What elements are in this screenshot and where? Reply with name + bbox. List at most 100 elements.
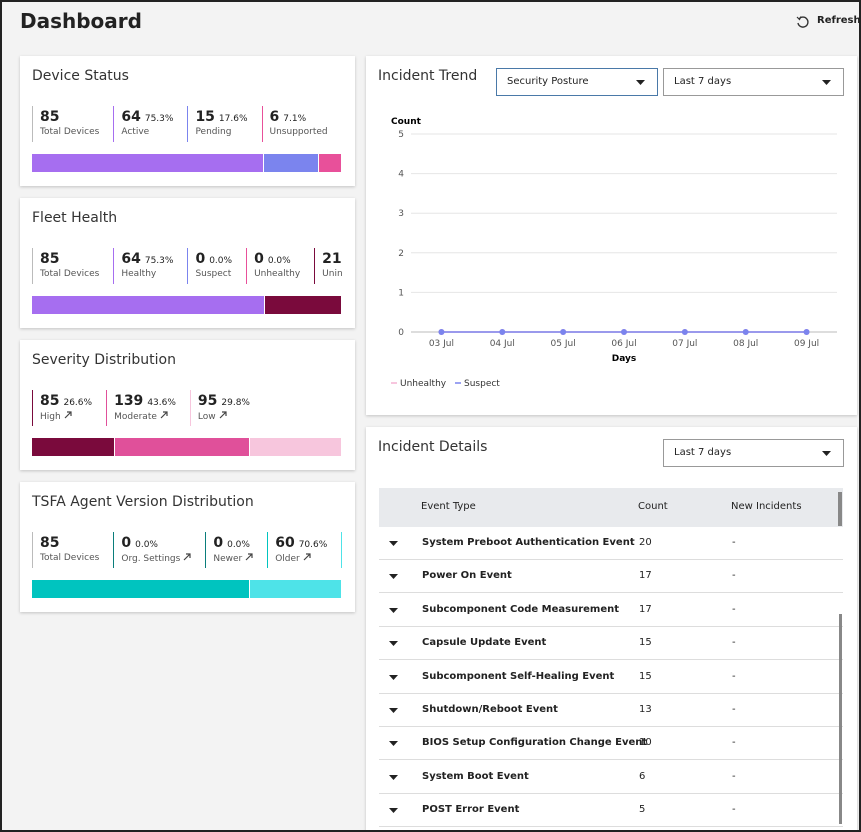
stat: 0 0.0% Org. Settings xyxy=(113,532,205,568)
scrollbar-top xyxy=(838,492,842,526)
expand-caret[interactable] xyxy=(389,674,398,681)
refresh-button[interactable]: Refresh xyxy=(817,15,861,26)
stacked-bar xyxy=(32,438,341,456)
y-tick-label: 1 xyxy=(398,288,404,298)
bar-segment xyxy=(264,296,341,314)
arrow-shape xyxy=(219,411,227,419)
stat: 139 43.6% Moderate xyxy=(106,390,190,426)
stat-label: Suspect xyxy=(195,269,232,279)
stats-row: 85 Total Devices 0 0.0% Org. Settings 0 0.0% Ne… xyxy=(32,532,342,568)
filter-dropdown[interactable]: Last 7 days xyxy=(663,68,844,96)
stat-value: 60 xyxy=(275,535,295,551)
x-tick-label: 07 Jul xyxy=(672,339,697,349)
card-title: TSFA Agent Version Distribution xyxy=(32,494,254,510)
stat-label[interactable]: Older xyxy=(275,553,327,564)
stacked-bar xyxy=(32,154,341,172)
stat-label[interactable]: Newer xyxy=(213,553,253,564)
series-point xyxy=(621,329,627,335)
table-row: POST Error Event 5 - xyxy=(379,794,843,828)
table-cell: Shutdown/Reboot Event xyxy=(422,704,558,715)
expand-caret[interactable] xyxy=(389,741,398,747)
stat-percent: 29.8% xyxy=(221,398,250,408)
table-cell: 17 xyxy=(639,603,652,615)
filter-dropdown[interactable]: Security Posture xyxy=(496,68,658,96)
table-row: BIOS Setup Configuration Change Event 10 - xyxy=(379,727,843,761)
expand-caret[interactable] xyxy=(389,607,398,614)
table-row: Capsule Update Event 15 - xyxy=(379,627,843,661)
stat-total: 85 Total Devices xyxy=(32,106,113,142)
stat-value: 95 xyxy=(197,393,218,409)
table-cell: 20 xyxy=(639,537,652,548)
link-arrow xyxy=(64,411,72,419)
table-cell: 15 xyxy=(639,670,652,682)
bar-segment xyxy=(32,154,264,172)
table-cell: System Preboot Authentication Event xyxy=(422,537,635,548)
stat-percent: 70.6% xyxy=(298,540,328,550)
table-cell: 13 xyxy=(639,704,652,715)
card-title: Incident Details xyxy=(378,439,488,455)
filter-dropdown[interactable]: Last 7 days xyxy=(663,439,844,467)
summary-card: Device Status 85 Total Devices 64 75.3% Activ… xyxy=(20,56,355,186)
stat-label: Unhealthy xyxy=(254,269,301,279)
stat-label[interactable]: Moderate xyxy=(114,411,176,422)
page-title: Dashboard xyxy=(20,9,142,33)
stats-row: 85 Total Devices 64 75.3% Healthy 0 0.0% Suspec… xyxy=(32,248,342,284)
stat-total: 85 Total Devices xyxy=(32,248,113,284)
stat: 0 0.0% Unhealthy xyxy=(246,248,314,284)
y-tick-label: 0 xyxy=(398,328,404,338)
table-cell: - xyxy=(732,603,736,615)
stat-label: Pending xyxy=(195,127,232,137)
y-axis-label: Count xyxy=(391,117,422,127)
x-tick-label: 05 Jul xyxy=(551,339,576,349)
stat-value: 15 xyxy=(195,109,215,125)
card-title: Severity Distribution xyxy=(32,352,176,368)
expand-caret[interactable] xyxy=(389,708,398,714)
stat-value: 6 xyxy=(269,109,280,125)
table-cell: 5 xyxy=(639,804,646,816)
stat-value: 0 xyxy=(195,251,206,267)
stat-value: 21 xyxy=(322,251,342,267)
stat-value: 85 xyxy=(40,535,60,551)
expand-caret[interactable] xyxy=(389,541,398,547)
summary-card: TSFA Agent Version Distribution 85 Total D… xyxy=(20,482,355,612)
expand-caret[interactable] xyxy=(389,641,398,647)
y-tick-label: 4 xyxy=(398,170,404,180)
x-tick-label: 04 Jul xyxy=(490,339,515,349)
column-header: Count xyxy=(638,501,668,512)
stats-row: 85 26.6% High 139 43.6% Moderate 95 29.8% Low xyxy=(32,390,342,426)
expand-caret[interactable] xyxy=(389,808,398,814)
stat-label[interactable]: Low xyxy=(198,411,250,422)
dropdown-caret xyxy=(822,80,831,85)
caret-shape xyxy=(389,674,398,680)
bar-segment xyxy=(32,296,264,314)
summary-card: Severity Distribution 85 26.6% High 139 43.6%… xyxy=(20,340,355,470)
table-cell: 10 xyxy=(639,737,652,749)
stat-label: Total Devices xyxy=(40,269,100,279)
table-row: Power On Event 17 - xyxy=(379,560,843,594)
refresh-icon[interactable] xyxy=(796,15,810,29)
table-cell: - xyxy=(732,637,736,649)
stat-label: Healthy xyxy=(121,269,157,279)
caret-shape xyxy=(389,607,398,613)
bar-segment xyxy=(32,580,250,598)
table-header: Event Type Count New Incidents xyxy=(379,488,843,527)
x-tick-label: 09 Jul xyxy=(794,339,819,349)
expand-caret[interactable] xyxy=(389,774,398,781)
stat-percent: 0.0% xyxy=(135,540,158,550)
dropdown-text: Last 7 days xyxy=(674,76,732,87)
stat-label: Active xyxy=(121,127,150,137)
stat-label[interactable]: High xyxy=(40,411,92,422)
dropdown-caret xyxy=(822,451,831,456)
stat-percent: 0.0% xyxy=(267,256,291,266)
stat-label[interactable]: Org. Settings xyxy=(121,553,191,564)
stat-percent: 26.6% xyxy=(63,398,93,408)
table-cell: - xyxy=(732,570,736,582)
caret-shape xyxy=(389,541,398,546)
x-tick-label: 03 Jul xyxy=(429,339,454,349)
stat-label: Unsupported xyxy=(269,127,328,137)
stat: 2529.4%Unknown xyxy=(341,532,342,568)
expand-caret[interactable] xyxy=(389,574,398,580)
stat-value: 64 xyxy=(121,251,141,267)
table-cell: 17 xyxy=(639,570,652,582)
stat-value: 0 xyxy=(213,535,224,551)
